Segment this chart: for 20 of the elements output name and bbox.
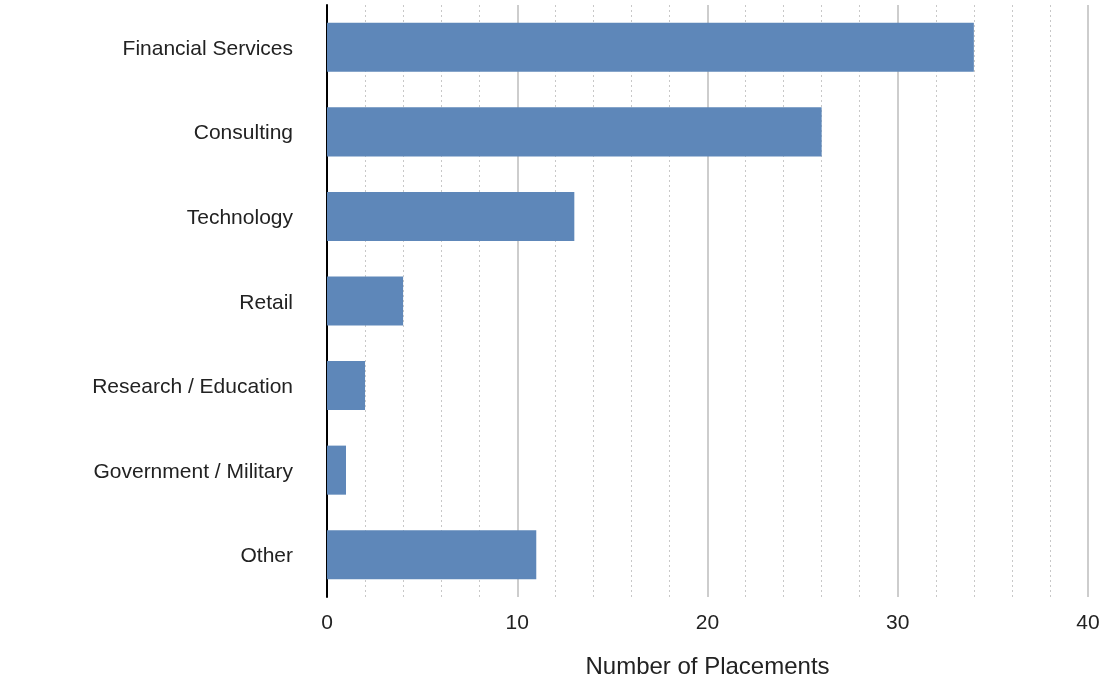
- y-tick-label: Financial Services: [122, 35, 293, 59]
- x-tick-label: 40: [1076, 610, 1100, 633]
- y-tick-label: Other: [240, 543, 293, 567]
- x-axis-title: Number of Placements: [585, 651, 830, 679]
- bar: [327, 361, 366, 411]
- bar: [327, 107, 822, 157]
- bar: [327, 276, 404, 326]
- y-tick-label: Technology: [186, 204, 294, 228]
- y-tick-label: Government / Military: [93, 458, 294, 482]
- y-tick-label: Consulting: [193, 120, 293, 144]
- bar: [327, 191, 575, 241]
- x-tick-label: 20: [695, 610, 720, 633]
- y-tick-label: Retail: [239, 289, 293, 313]
- y-tick-label: Research / Education: [92, 374, 293, 398]
- bar: [327, 445, 347, 495]
- x-tick-label: 30: [886, 610, 910, 633]
- bar: [327, 530, 537, 580]
- bar: [327, 22, 974, 72]
- x-tick-label: 10: [505, 610, 529, 633]
- x-tick-label: 0: [321, 610, 333, 633]
